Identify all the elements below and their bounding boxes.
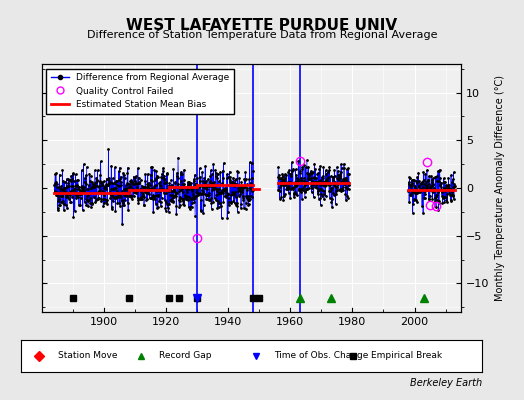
Text: Difference of Station Temperature Data from Regional Average: Difference of Station Temperature Data f… [87, 30, 437, 40]
Legend: Difference from Regional Average, Quality Control Failed, Estimated Station Mean: Difference from Regional Average, Qualit… [47, 68, 234, 114]
Text: Berkeley Earth: Berkeley Earth [410, 378, 482, 388]
Y-axis label: Monthly Temperature Anomaly Difference (°C): Monthly Temperature Anomaly Difference (… [495, 75, 505, 301]
Text: Empirical Break: Empirical Break [372, 352, 443, 360]
Text: Station Move: Station Move [58, 352, 117, 360]
Text: WEST LAFAYETTE PURDUE UNIV: WEST LAFAYETTE PURDUE UNIV [126, 18, 398, 33]
Text: Time of Obs. Change: Time of Obs. Change [275, 352, 369, 360]
Text: Record Gap: Record Gap [159, 352, 212, 360]
